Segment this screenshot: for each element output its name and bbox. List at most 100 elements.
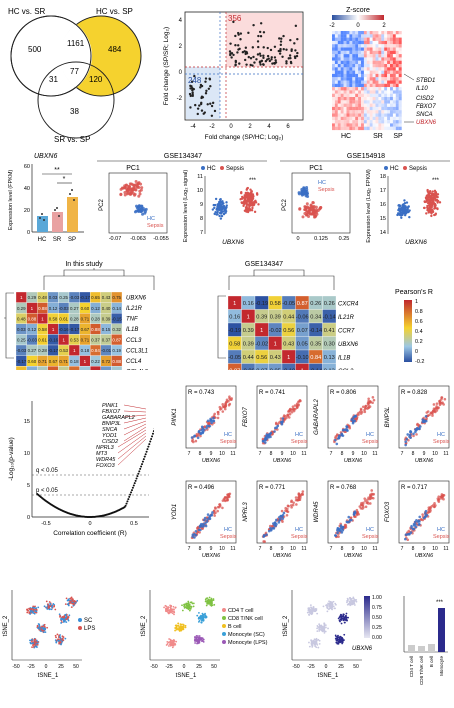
scatter-point (194, 439, 198, 443)
volcano-ylabel: -Log₁₀(p-value) (8, 437, 15, 481)
heatmap-cell (378, 37, 382, 41)
heatmap-cell (355, 54, 359, 58)
heatmap-cell (346, 31, 350, 35)
scatter-point (275, 518, 278, 522)
volcano-point (126, 500, 129, 503)
heatmap-cell (375, 103, 379, 107)
heatmap-cell (363, 50, 367, 55)
bee-point (426, 208, 429, 212)
heatmap-cell (390, 93, 393, 98)
heatmap-cell (349, 120, 353, 124)
tsne-tick: -25 (165, 664, 172, 670)
volcano-point (128, 495, 131, 498)
tsne-point (195, 636, 198, 639)
tsne-point (62, 621, 65, 623)
corr-value: 0.44 (283, 315, 294, 321)
fc-point (279, 49, 282, 53)
corr-value: -0.14 (309, 328, 322, 334)
fc-point (290, 61, 293, 65)
heatmap-cell (372, 90, 376, 94)
fc-point (228, 50, 232, 53)
scatter-point (435, 405, 438, 408)
heatmap-cell (363, 70, 367, 74)
scatter-point (194, 530, 198, 533)
heatmap-cell (366, 97, 370, 101)
tsne-point (172, 641, 175, 644)
heatmap-cell (395, 97, 399, 101)
tsne-point (70, 606, 73, 609)
heatmap-cell (343, 47, 347, 51)
leader-line (117, 429, 147, 448)
scatter-point (370, 489, 374, 492)
tsne-point (311, 609, 314, 612)
heatmap-cell (361, 34, 364, 38)
pca-point (305, 213, 309, 217)
heatmap-cell (358, 113, 362, 117)
bee-point (427, 191, 430, 194)
heatmap-cell (332, 31, 335, 35)
heatmap-cell (352, 120, 356, 124)
tsne-point (335, 603, 337, 606)
scatter-point (431, 414, 434, 417)
heatmap-cell (337, 103, 341, 107)
heatmap-cell (349, 126, 353, 131)
bee-point (434, 192, 438, 195)
heatmap-cell (366, 123, 370, 127)
heatmap-cell (387, 100, 391, 104)
scatter-hc: HC (437, 432, 445, 438)
scatter-sepsis: Sepsis (291, 439, 308, 445)
heatmap-cell (349, 116, 353, 121)
corr-value: 0.87 (229, 369, 240, 370)
fc-point (258, 30, 262, 34)
fc-point (255, 58, 258, 61)
heatmap-cell (337, 67, 341, 71)
bee-point (428, 207, 432, 211)
tsne-point (39, 630, 42, 632)
fc-xlabel: Fold change (SP/HC; Log₂) (205, 134, 284, 141)
bar-cat: SR (53, 237, 62, 243)
scatter-point (282, 511, 286, 515)
scatter-point (361, 507, 364, 510)
heatmap-cell (378, 100, 382, 104)
heatmap-cell (369, 50, 373, 55)
heatmap-cell (340, 126, 344, 131)
corr-value: 0.88 (38, 306, 47, 311)
heatmap-cell (378, 83, 382, 88)
tick: -0.063 (130, 236, 146, 242)
scatter-point (433, 410, 436, 413)
tsne-point (313, 638, 316, 641)
bar-sig: *** (436, 600, 444, 606)
heatmap-cell (349, 106, 353, 111)
heatmap-cell (355, 100, 359, 104)
heatmap-cell (363, 106, 367, 111)
heatmap-cell (334, 80, 338, 84)
leader-line (117, 435, 147, 460)
corr-left-matrix: 1 0.29 0.48 0.03 0.25 -0.03 -0.17 0.65 0.43 0.750… (15, 291, 122, 370)
scatter-point (208, 424, 212, 428)
heatmap-cell (372, 54, 376, 58)
heatmap-groups: HC SR SP (341, 133, 403, 140)
heatmap-cell (352, 110, 356, 114)
volcano-point (146, 448, 149, 451)
heatmap-cell (384, 100, 388, 104)
heatmap-cell (372, 50, 376, 55)
heatmap-cell (375, 90, 379, 94)
heatmap-cell (361, 106, 364, 111)
heatmap-cell (381, 40, 385, 45)
fc-point (294, 24, 298, 28)
tsne-point (179, 623, 182, 625)
heatmap-cell (340, 110, 344, 114)
heatmap-cell (395, 83, 399, 88)
scatter-point (301, 490, 305, 493)
tsne-point (347, 598, 349, 601)
gene-label: IL10 (416, 86, 428, 92)
bar-cat: CD4 T cell (409, 656, 414, 677)
scatter-point (218, 405, 222, 409)
scatter-point (195, 434, 198, 438)
pca-label-sepsis: Sepsis (318, 187, 335, 193)
pearson-tick: 1 (415, 299, 418, 305)
scatter-point (435, 402, 439, 405)
scatter-point (199, 528, 202, 532)
tsne-point (316, 627, 318, 630)
heatmap-cell (334, 47, 338, 51)
